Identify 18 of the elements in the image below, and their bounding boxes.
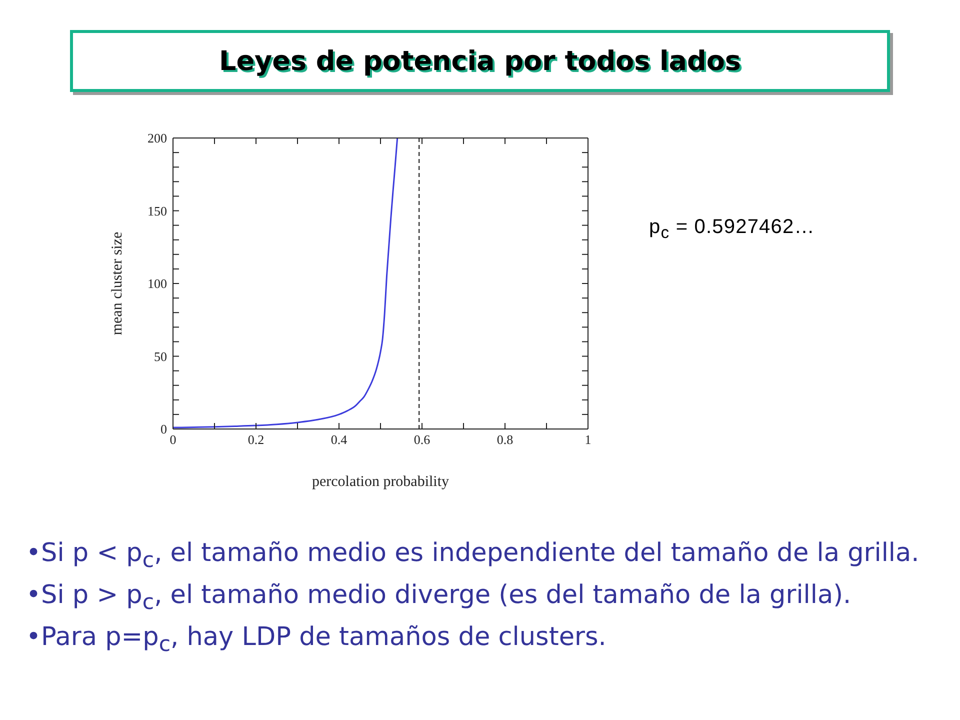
x-tick-label: 0.8 [496,432,514,448]
y-tick-label: 200 [148,130,167,146]
text: •Para p=p$_{c}$, hay LDP de tamaños de clusters. [26,621,608,660]
text: •Si p < p$_{c}$, el tamaño medio es independiente del tamaño de la grilla. [26,537,920,576]
text: p$_{c}$ = 0.5927462… [649,216,815,243]
x-tick-label: 0 [170,432,176,448]
y-tick-label: 0 [160,422,167,437]
text: •Si p > p$_{c}$, el tamaño medio diverge (es del tamaño de la grilla). [26,579,852,618]
chart-title: Leyes de potencia por todos lados [219,46,741,76]
x-tick-label: 0.6 [414,432,431,448]
y-tick-label: 100 [148,276,167,292]
y-tick-label: 150 [148,203,167,218]
y-tick-label: 50 [154,348,167,364]
x-tick-label: 1 [584,432,592,448]
x-tick-label: 0.4 [330,432,348,448]
x-axis-title: percolation probability [312,474,450,490]
x-tick-label: 0.2 [248,432,264,448]
y-axis-title: mean cluster size [109,232,126,336]
